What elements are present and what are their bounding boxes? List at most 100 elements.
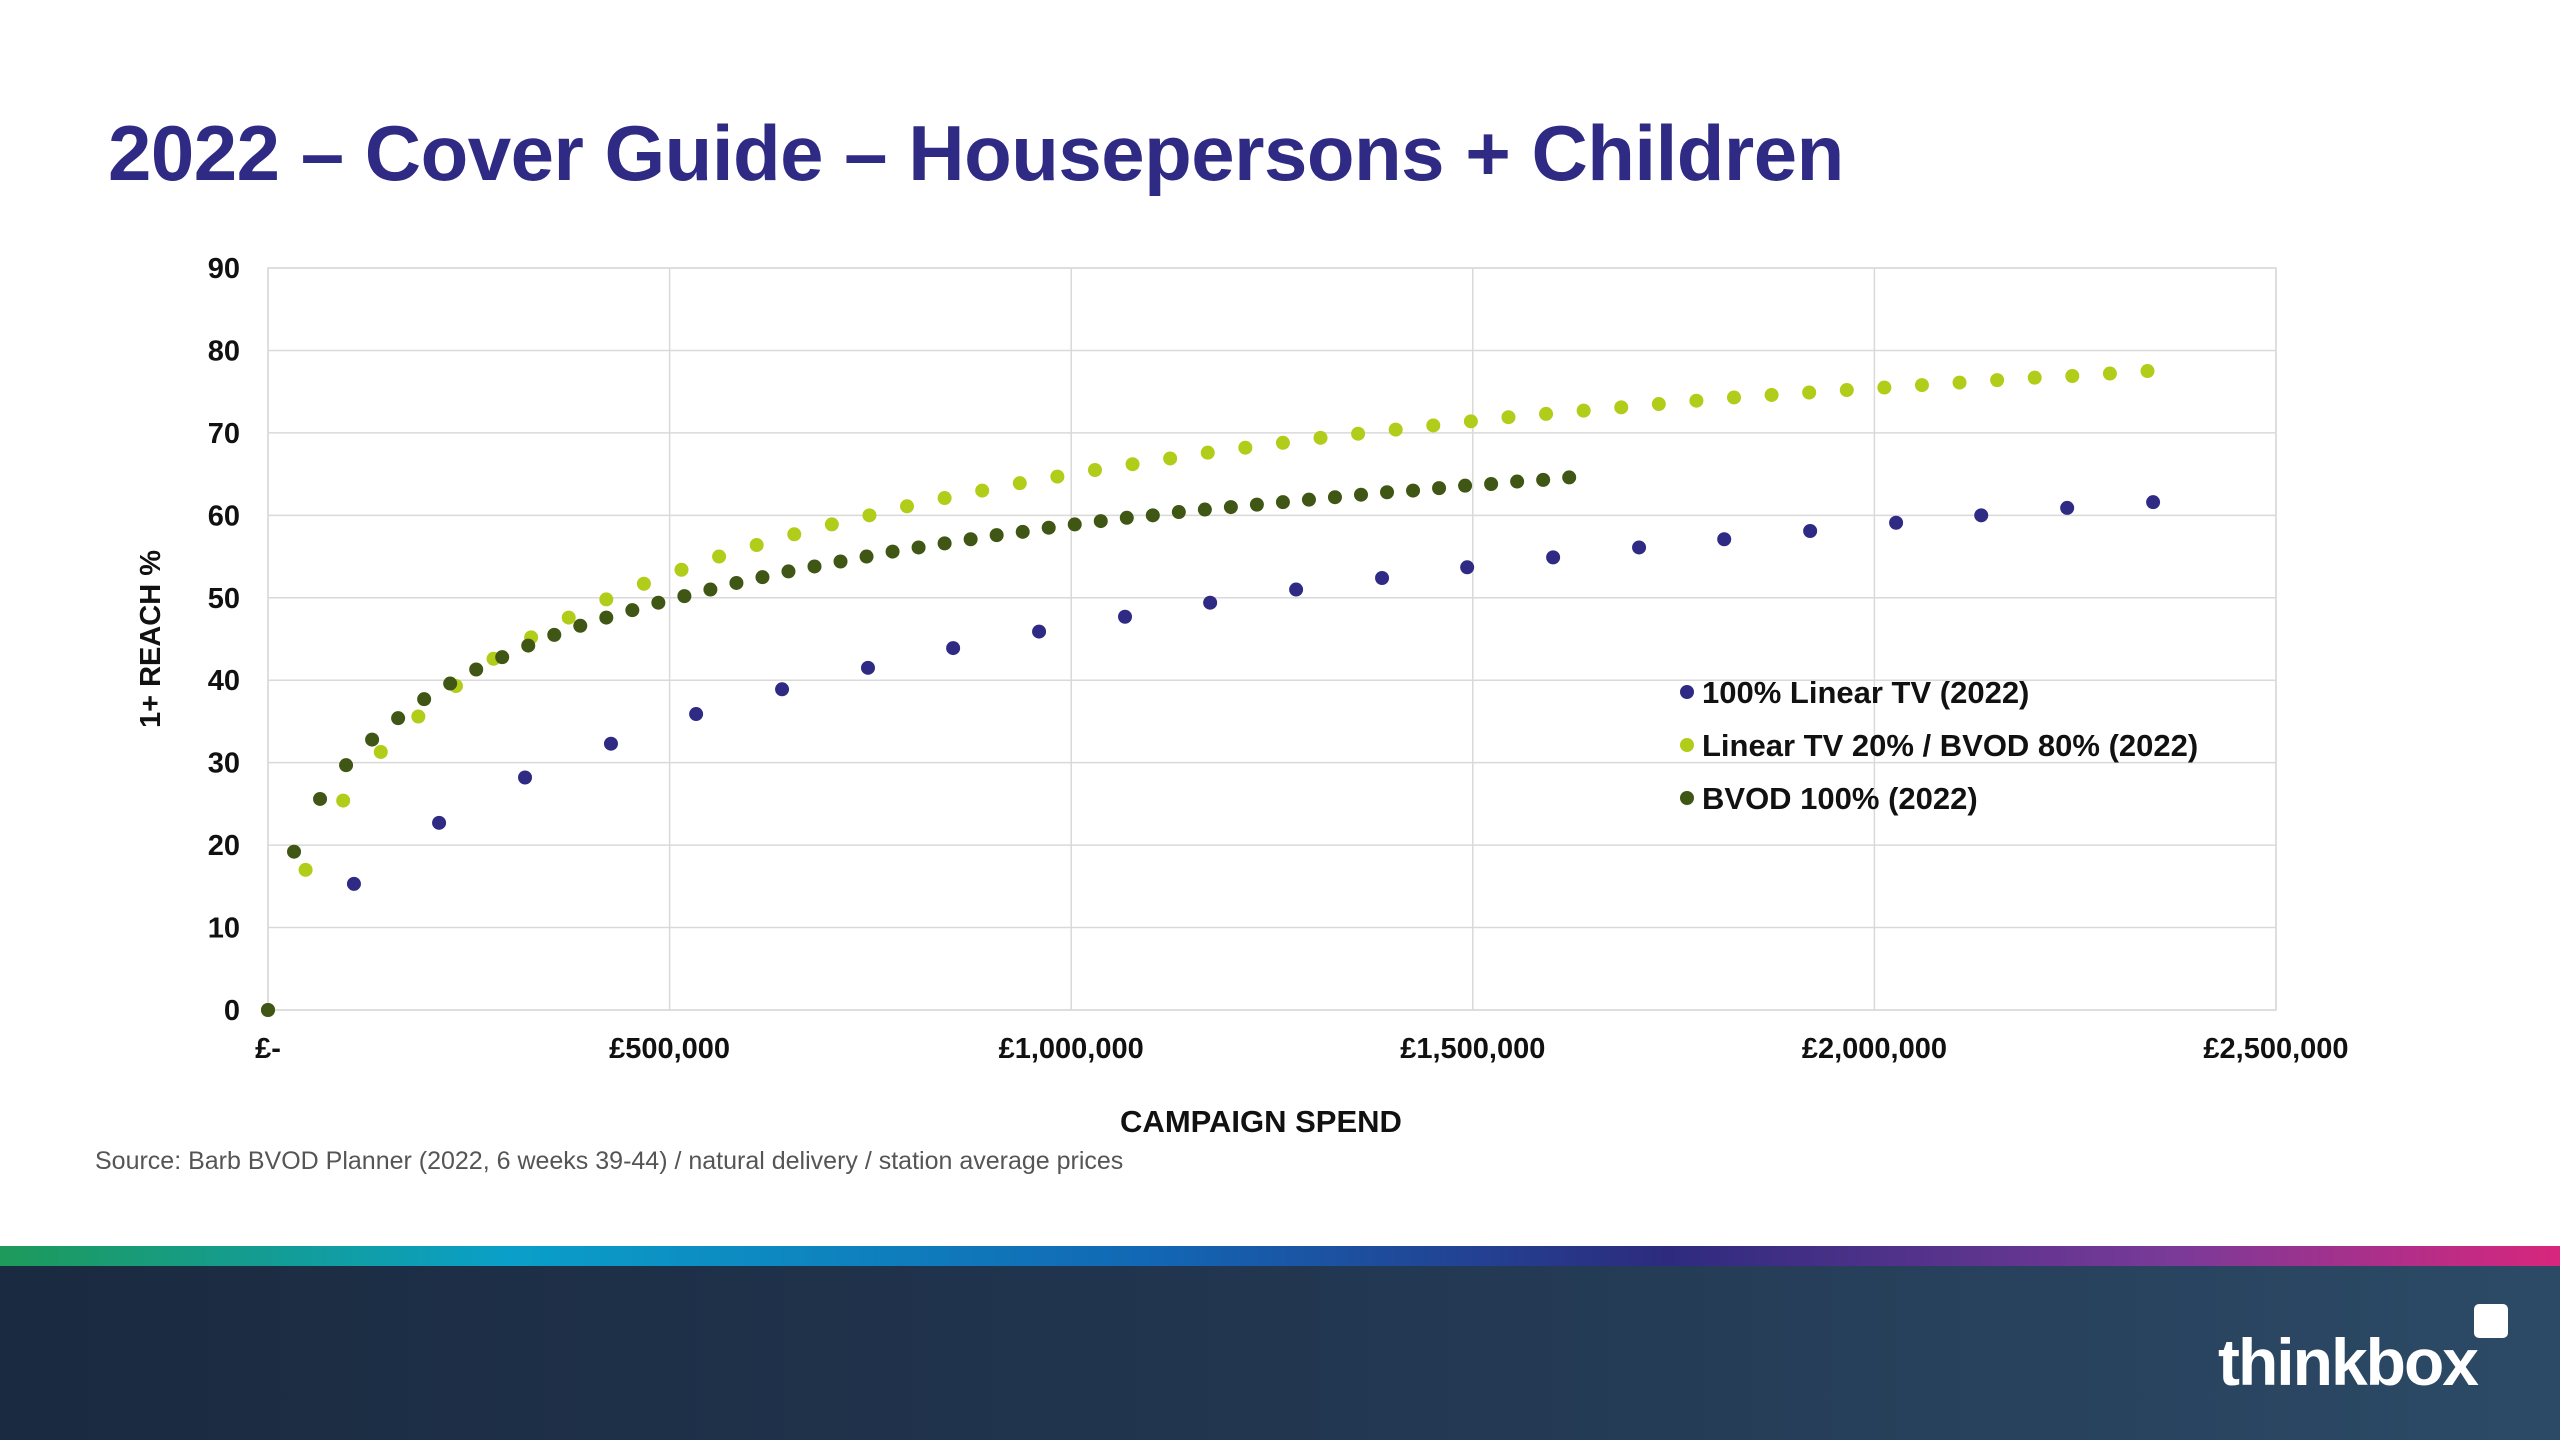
data-point	[561, 610, 576, 625]
data-point	[1289, 582, 1304, 597]
data-point	[2065, 369, 2080, 384]
x-tick-label: £2,000,000	[1802, 1033, 1947, 1065]
data-point	[1313, 430, 1328, 445]
data-point	[1877, 380, 1892, 395]
data-point	[677, 589, 692, 604]
data-point	[651, 595, 666, 610]
y-tick-label: 60	[208, 500, 240, 532]
data-point	[1614, 400, 1629, 415]
data-point	[1125, 457, 1140, 472]
data-point	[1727, 390, 1742, 405]
data-point	[373, 744, 388, 759]
data-point	[495, 650, 510, 665]
data-point	[1249, 497, 1264, 512]
data-point	[2060, 500, 2075, 515]
data-point	[443, 676, 458, 691]
data-point	[1380, 485, 1395, 500]
data-point	[432, 815, 447, 830]
legend: 100% Linear TV (2022) Linear TV 20% / BVO…	[1680, 675, 2198, 816]
data-point	[1764, 387, 1779, 402]
reach-chart: 0 10 20 30 40 50 60 70 80 90 £- £500,000 £1,000,000…	[135, 253, 2349, 1139]
data-point	[1197, 502, 1212, 517]
data-point	[1238, 440, 1253, 455]
data-point	[411, 709, 426, 724]
data-point	[1050, 469, 1065, 484]
data-point	[521, 638, 536, 653]
data-point	[689, 707, 704, 722]
data-point	[2102, 366, 2117, 381]
data-point	[547, 627, 562, 642]
source-note: Source: Barb BVOD Planner (2022, 6 weeks…	[95, 1147, 1124, 1175]
data-point	[755, 570, 770, 585]
data-point	[346, 876, 361, 891]
y-tick-label: 40	[208, 665, 240, 697]
data-point	[261, 1003, 275, 1017]
data-point	[1275, 495, 1290, 510]
data-point	[946, 641, 961, 656]
page-title: 2022 – Cover Guide – Housepersons + Chil…	[108, 109, 1844, 197]
data-point	[833, 554, 848, 569]
data-point	[1087, 462, 1102, 477]
data-point	[287, 844, 302, 859]
data-point	[1163, 451, 1178, 466]
data-point	[1327, 490, 1342, 505]
data-point	[1501, 410, 1516, 425]
data-point	[937, 491, 952, 506]
data-point	[1839, 383, 1854, 398]
data-point	[336, 793, 351, 808]
data-point	[963, 532, 978, 547]
data-point	[2140, 364, 2155, 379]
data-point	[1015, 524, 1030, 539]
legend-marker	[1680, 738, 1694, 752]
data-point	[1145, 508, 1160, 523]
y-tick-label: 70	[208, 418, 240, 450]
data-point	[1510, 474, 1525, 489]
data-point	[2146, 495, 2161, 510]
data-point	[1717, 532, 1732, 547]
x-axis-title: CAMPAIGN SPEND	[1120, 1104, 1402, 1139]
square-dot-icon	[2474, 1304, 2508, 1338]
data-point	[1802, 385, 1817, 400]
legend-marker	[1680, 791, 1694, 805]
gridlines	[267, 267, 2277, 1011]
data-point	[313, 791, 328, 806]
data-point	[469, 662, 484, 677]
data-point	[975, 483, 990, 498]
data-point	[1275, 435, 1290, 450]
x-tick-labels: £- £500,000 £1,000,000 £1,500,000 £2,000,000…	[255, 1033, 2348, 1065]
data-point	[365, 732, 380, 747]
y-tick-label: 30	[208, 748, 240, 780]
data-point	[1803, 523, 1818, 538]
data-point	[781, 564, 796, 579]
data-point	[1012, 476, 1027, 491]
data-point	[1067, 517, 1082, 532]
series-2	[261, 364, 2155, 1017]
data-point	[1203, 595, 1218, 610]
data-point	[599, 610, 614, 625]
data-point	[703, 582, 718, 597]
data-point	[1889, 515, 1904, 530]
data-point	[1432, 481, 1447, 496]
data-point	[1562, 470, 1577, 485]
data-point	[1351, 426, 1366, 441]
data-point	[1576, 403, 1591, 418]
y-tick-label: 0	[224, 995, 240, 1027]
data-point	[674, 562, 689, 577]
data-point	[1119, 510, 1134, 525]
data-point	[339, 758, 354, 773]
data-point	[417, 692, 432, 707]
data-point	[391, 711, 406, 726]
data-point	[787, 527, 802, 542]
data-point	[603, 736, 618, 751]
data-point	[859, 549, 874, 564]
data-point	[1223, 500, 1238, 515]
data-point	[862, 508, 877, 523]
data-point	[1914, 378, 1929, 393]
data-point	[1375, 570, 1390, 585]
data-point	[1118, 609, 1133, 624]
series-3	[261, 470, 1577, 1017]
y-tick-label: 50	[208, 583, 240, 615]
data-point	[775, 682, 790, 697]
data-point	[1651, 397, 1666, 412]
data-point	[1539, 406, 1554, 421]
